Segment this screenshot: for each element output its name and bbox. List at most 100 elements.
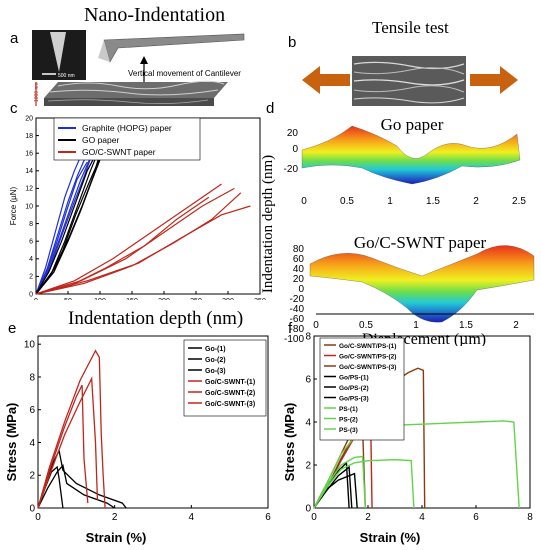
x-tick-label: 0 xyxy=(34,298,38,300)
plot-frame xyxy=(37,335,269,509)
scale-bar-label: 500 nm xyxy=(58,73,75,79)
legend-label: Go/C-SWNT-(3) xyxy=(205,401,255,408)
surface-bottom-ytick: 60 xyxy=(293,254,305,265)
y-tick-label: 12 xyxy=(25,186,33,193)
legend-label: Go/C-SWNT-(2) xyxy=(205,390,255,397)
y-tick-label: 16 xyxy=(25,151,33,158)
x-tick-label: 0 xyxy=(35,512,41,523)
y-tick-label: 4 xyxy=(29,438,35,449)
x-axis-label: Strain (%) xyxy=(360,530,421,545)
y-tick-label: 0 xyxy=(29,291,33,298)
x-tick-label: 0 xyxy=(311,512,317,523)
legend-label: Go/C-SWNT-(1) xyxy=(205,379,255,386)
y-axis-label: Stress (MPa) xyxy=(282,403,297,482)
panel-letter-b: b xyxy=(288,34,297,51)
legend-label: Go-(2) xyxy=(205,357,226,364)
y-tick-label: 10 xyxy=(24,340,36,351)
surface-bottom-ytick: -40 xyxy=(290,304,305,315)
right-arrow xyxy=(470,66,518,94)
y-tick-label: 6 xyxy=(29,239,33,246)
series-line xyxy=(35,157,91,295)
x-tick-label: 4 xyxy=(189,512,195,523)
surface-y-axis-label: Indentation depth (nm) xyxy=(262,155,276,293)
surface-top-title: Go paper xyxy=(381,115,444,134)
surface-top-xtick: 0 xyxy=(301,196,307,207)
panel-letter-c: c xyxy=(10,100,18,117)
x-tick-label: 8 xyxy=(527,512,533,523)
surface-bottom-xtick: 0.5 xyxy=(359,320,373,331)
surface-bottom-xtick: 2 xyxy=(513,320,519,331)
surface-bottom-ytick: 80 xyxy=(293,244,305,255)
panel-letter-d: d xyxy=(266,100,275,117)
legend-label: Go-(1) xyxy=(205,346,226,353)
legend-label: Go/PS-(2) xyxy=(339,385,369,392)
surface-top xyxy=(301,125,521,185)
legend-label: PS-(2) xyxy=(339,417,358,424)
x-tick-label: 350 xyxy=(254,298,266,300)
chart-c-xlabel: Indentation depth (nm) xyxy=(68,308,244,329)
nano-indentation-title: Nano-Indentation xyxy=(84,4,226,26)
series-line xyxy=(35,148,100,295)
legend-label: GO paper xyxy=(82,135,119,145)
x-axis-label: Strain (%) xyxy=(86,530,147,545)
y-tick-label: 8 xyxy=(305,331,311,342)
series-line xyxy=(35,157,101,295)
surface-top-ytick: 20 xyxy=(287,128,299,139)
series-line xyxy=(35,192,242,295)
surface-bottom-ytick: -80 xyxy=(290,324,305,335)
legend-label: Go-(3) xyxy=(205,368,226,375)
surface-bottom-ytick: -60 xyxy=(290,314,305,325)
y-tick-label: 6 xyxy=(305,374,311,385)
x-tick-label: 6 xyxy=(473,512,479,523)
series-line xyxy=(37,384,89,509)
chart-e: 0 2 4 6 0 2 4 6 8 10 Stress (MPa) Strain (%) Go-(1) G… xyxy=(4,335,271,545)
thickness-label: 1000 nm xyxy=(34,83,40,102)
series-line xyxy=(35,139,105,295)
y-axis-label: Stress (MPa) xyxy=(4,403,19,482)
surface-bottom-ytick: 40 xyxy=(293,264,305,275)
surface-bottom xyxy=(309,245,535,323)
x-tick-label: 300 xyxy=(222,298,234,300)
surface-top-xtick: 2.5 xyxy=(512,196,526,207)
y-tick-label: 10 xyxy=(25,203,33,210)
y-tick-label: 8 xyxy=(29,372,35,383)
series-line xyxy=(313,458,415,509)
panel-letter-e: e xyxy=(8,320,17,337)
surface-top-xtick: 2 xyxy=(473,196,479,207)
surface-bottom-ytick: -100 xyxy=(284,334,304,345)
surface-bottom-ytick: -20 xyxy=(290,294,305,305)
series-line xyxy=(313,465,353,509)
y-tick-label: 2 xyxy=(305,460,311,471)
y-tick-label: 2 xyxy=(29,274,33,281)
cantilever-annotation: Vertical movement of Cantilever xyxy=(128,69,241,78)
series-line xyxy=(35,153,93,295)
series-line xyxy=(37,376,99,509)
tensile-test-title: Tensile test xyxy=(372,18,449,37)
surface-top-xtick: 1.5 xyxy=(426,196,440,207)
surface-bottom-xtick: 1 xyxy=(413,320,419,331)
series-line xyxy=(313,472,358,509)
legend-label: PS-(1) xyxy=(339,406,358,413)
legend-label: Go/C-SWNT/PS-(2) xyxy=(339,354,396,361)
legend-label: PS-(3) xyxy=(339,427,358,434)
surface-bottom-title: Go/C-SWNT paper xyxy=(354,233,487,252)
y-tick-label: 0 xyxy=(305,503,311,514)
legend-label: GO/C-SWNT paper xyxy=(82,147,156,157)
series-line xyxy=(35,161,88,295)
x-tick-label: 200 xyxy=(158,298,170,300)
panel-letter-f: f xyxy=(288,320,293,337)
y-tick-label: 14 xyxy=(25,168,33,175)
chart-f: 0 2 4 6 8 0 2 4 6 8 Stress (MPa) Strain (%) Go/C-SWN… xyxy=(282,331,533,545)
panel-letter-a: a xyxy=(10,30,19,47)
tensile-test-illustration xyxy=(302,56,518,106)
series-line xyxy=(313,420,520,509)
chart-c: 0 50 100 150 200 250 300 350 0 2 4 6 8 10 12 14 16 18 20 Fo… xyxy=(9,115,266,300)
surface-bottom-ytick: 0 xyxy=(298,284,304,295)
x-tick-label: 2 xyxy=(365,512,371,523)
x-tick-label: 50 xyxy=(64,298,72,300)
y-tick-label: 0 xyxy=(29,503,35,514)
y-tick-label: 4 xyxy=(305,417,311,428)
legend-box xyxy=(53,117,201,161)
series-line xyxy=(35,183,222,295)
